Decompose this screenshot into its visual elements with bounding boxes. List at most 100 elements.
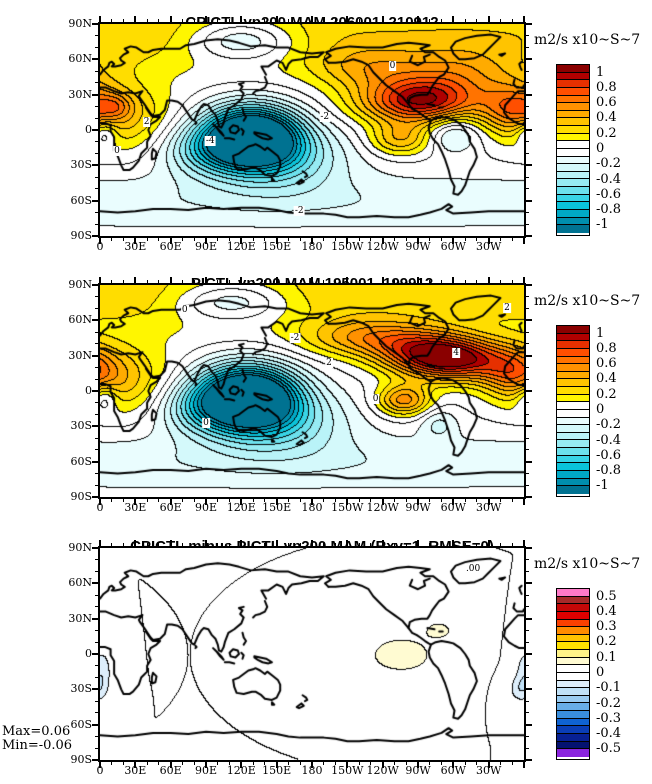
x-tick-label: 60E (159, 240, 182, 253)
axis-tick (240, 499, 243, 505)
colorbar-tick-label: 1 (596, 64, 605, 80)
axis-tick (526, 665, 529, 667)
colorbar-tick-label: -0.4 (596, 171, 622, 187)
axis-tick (526, 606, 529, 608)
axis-tick (287, 762, 289, 765)
colorbar-box (557, 619, 589, 628)
x-tick-label: 30E (124, 764, 147, 777)
axis-tick (217, 499, 219, 502)
colorbar-box (557, 596, 589, 605)
axis-tick (452, 499, 455, 505)
colorbar-box (557, 417, 589, 426)
colorbar-box (557, 156, 589, 165)
colorbar-box (557, 650, 589, 658)
axis-tick (95, 153, 98, 155)
axis-tick (95, 223, 98, 225)
axis-tick (95, 559, 98, 561)
colorbar-box (557, 371, 589, 380)
panel-difference: CPICTL minus PICTL vp200 MAM (Rxy=1, RMS… (0, 526, 652, 784)
colorbar-box (557, 187, 589, 195)
map-frame: 2 0 -4 -2 -2 0 90N 60N 30N 0 30S 60S 90S 0 30E 60E 90E… (68, 16, 532, 253)
axis-tick (526, 582, 532, 585)
y-tick-label: 30S (70, 682, 92, 696)
map-frame: 0 -2 2 4 0 2 0 90N 60N 30N 0 30S 60S 90S 0 30E 60E 90E 1… (68, 277, 532, 514)
axis-tick (526, 496, 532, 498)
x-tick-label: 150W (331, 501, 364, 514)
colorbar-box (557, 711, 589, 719)
axis-tick (92, 582, 98, 585)
axis-tick (523, 499, 525, 505)
colorbar-box (557, 194, 589, 203)
colorbar-box (557, 341, 589, 349)
x-tick-label: 150E (262, 240, 292, 253)
colorbar-tick-label: 0.2 (596, 386, 617, 402)
axis-tick (452, 762, 455, 768)
axis-tick (229, 762, 231, 765)
colorbar-box (557, 209, 589, 218)
axis-tick (95, 176, 98, 178)
colorbar-tick-label: 0.4 (596, 603, 617, 619)
axis-tick (526, 153, 529, 155)
colorbar-tick-label: -0.8 (596, 202, 622, 218)
axis-tick (92, 759, 98, 761)
colorbar-box (557, 133, 589, 142)
axis-tick (111, 762, 113, 765)
axis-tick (275, 762, 278, 768)
x-tick-label: 90E (194, 501, 218, 514)
axis-tick (287, 499, 289, 502)
colorbar-tick-label: 0.2 (596, 634, 617, 650)
x-tick-label: 60W (440, 501, 466, 514)
colorbar-box (557, 680, 589, 689)
x-tick-label: 90W (405, 240, 431, 253)
axis-tick (217, 762, 219, 765)
x-tick-label: 90E (194, 240, 218, 253)
axis-tick (526, 677, 529, 679)
colorbar-box (557, 348, 589, 357)
colorbar-box (557, 326, 589, 334)
x-tick-label: 60E (159, 501, 182, 514)
colorbar-tick-label: 0.4 (596, 371, 617, 387)
axis-tick (526, 449, 529, 451)
axis-tick (123, 762, 125, 765)
y-tick-label: 90S (70, 490, 92, 503)
axis-tick (158, 762, 160, 765)
axis-tick (193, 238, 195, 241)
axis-tick (429, 499, 431, 502)
colorbar-tick-label: 0 (596, 665, 605, 680)
axis-tick (452, 238, 455, 244)
axis-tick (95, 331, 98, 333)
axis-tick (205, 762, 207, 768)
contour-map-canvas (100, 24, 524, 236)
colorbar-box (557, 672, 589, 681)
field-min-label: Min=-0.06 (2, 738, 73, 753)
axis-tick (464, 499, 466, 502)
axis-tick (92, 319, 98, 322)
axis-tick (92, 354, 98, 357)
colorbar-box (557, 141, 589, 149)
axis-tick (287, 238, 289, 241)
y-tick-label: 90N (68, 17, 92, 30)
axis-tick (95, 211, 98, 213)
colorbar-box (557, 695, 589, 704)
axis-tick (169, 238, 172, 244)
axis-tick (92, 425, 98, 428)
axis-tick (193, 499, 195, 502)
axis-tick (381, 499, 384, 505)
colorbar-box (557, 103, 589, 111)
x-tick-label: 150W (331, 764, 364, 777)
axis-tick (123, 499, 125, 502)
x-tick-label: 120W (366, 501, 399, 514)
axis-tick (217, 238, 219, 241)
colorbar-box (557, 470, 589, 479)
axis-tick (476, 238, 478, 241)
axis-tick (335, 238, 337, 241)
axis-tick (95, 606, 98, 608)
colorbar-tick-label: -0.8 (596, 463, 622, 479)
x-tick-label: 0 (96, 764, 104, 777)
x-tick-label: 30W (476, 240, 502, 253)
axis-tick (95, 402, 98, 404)
axis-tick (92, 390, 98, 392)
axis-tick (526, 308, 529, 310)
axis-tick (92, 23, 98, 25)
axis-tick (111, 499, 113, 502)
